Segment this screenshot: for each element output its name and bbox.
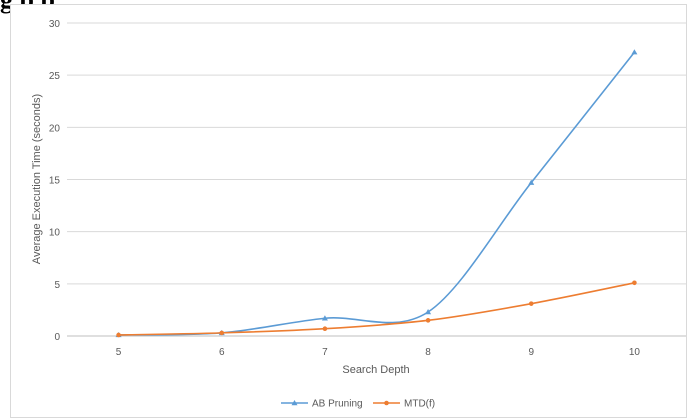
data-point xyxy=(528,179,535,185)
x-tick-label: 5 xyxy=(116,347,122,358)
data-point xyxy=(322,326,328,331)
x-tick-label: 8 xyxy=(425,347,431,358)
x-tick-label: 7 xyxy=(322,347,328,358)
legend-label: AB Pruning xyxy=(312,399,363,410)
legend-marker xyxy=(384,400,389,406)
gridlines xyxy=(67,22,686,337)
data-point xyxy=(528,301,534,306)
y-tick-labels: 0 5 10 15 20 25 30 xyxy=(49,19,61,343)
y-tick-label: 30 xyxy=(49,19,61,30)
y-tick-label: 0 xyxy=(54,332,60,343)
series-line-0 xyxy=(118,51,636,336)
y-tick-label: 5 xyxy=(54,280,60,291)
data-point xyxy=(425,318,431,323)
legend-marker xyxy=(291,400,298,406)
data-point xyxy=(116,332,121,338)
series-lines xyxy=(115,49,638,338)
data-point xyxy=(219,330,225,336)
x-tick-label: 10 xyxy=(629,347,641,358)
x-tick-label: 9 xyxy=(528,347,534,358)
x-tick-label: 6 xyxy=(219,347,225,358)
y-tick-label: 15 xyxy=(49,176,61,187)
y-tick-label: 20 xyxy=(49,123,61,134)
legend: AB Pruning MTD(f) xyxy=(281,399,435,410)
data-point xyxy=(425,309,432,315)
y-axis-title: Average Execution Time (seconds) xyxy=(31,94,43,264)
x-tick-labels: 5 6 7 8 9 10 xyxy=(116,347,641,358)
chart-frame xyxy=(10,4,687,418)
y-tick-label: 25 xyxy=(49,71,61,82)
series-line-1 xyxy=(118,282,635,336)
data-point xyxy=(632,280,637,286)
y-tick-label: 10 xyxy=(49,228,61,239)
legend-label: MTD(f) xyxy=(404,399,435,410)
x-axis-title: Search Depth xyxy=(342,364,409,376)
data-point xyxy=(631,49,638,55)
data-point xyxy=(321,315,328,321)
